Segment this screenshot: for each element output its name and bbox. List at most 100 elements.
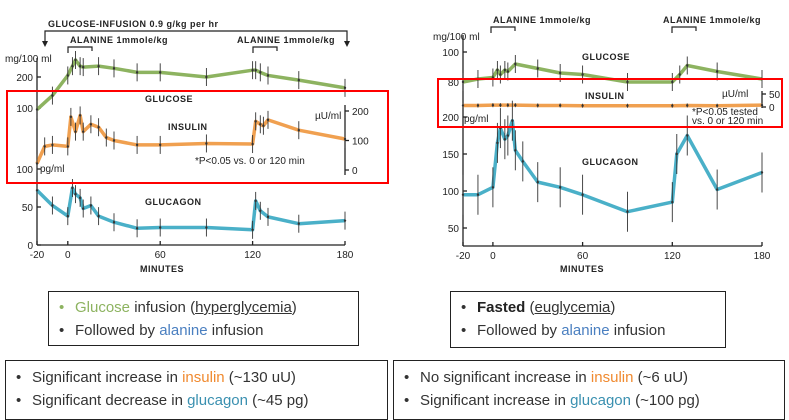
glucose-point	[461, 80, 465, 84]
insulin-point	[205, 142, 208, 145]
insulin-word: insulin	[182, 369, 225, 386]
glucagon-point	[675, 152, 678, 156]
glucose-point	[251, 68, 254, 72]
glucagon-tick-label: 100	[442, 187, 459, 198]
insulin-point	[43, 145, 46, 148]
glucose-point	[82, 65, 85, 69]
insulin-label: INSULIN	[168, 122, 208, 132]
bullet: •	[404, 392, 410, 409]
glucagon-point	[254, 199, 257, 203]
glucose-point	[715, 70, 719, 73]
insulin-point	[135, 143, 139, 147]
list-item: • Glucose infusion (hyperglycemia)	[49, 296, 358, 319]
glucagon-point	[491, 186, 495, 189]
insulin-point	[112, 139, 116, 142]
text: )	[610, 299, 616, 316]
insulin-point	[506, 103, 510, 107]
bullet: •	[16, 392, 22, 409]
alanine-annotation: ALANINE 1mmole/kg	[237, 35, 335, 45]
bullet: •	[461, 322, 467, 339]
alanine-annotation: ALANINE 1mmole/kg	[70, 35, 168, 45]
bullet: •	[59, 322, 65, 339]
x-tick-label: 60	[155, 250, 167, 261]
insulin-point	[671, 104, 674, 107]
x-tick-label: 120	[664, 251, 681, 262]
insulin-point	[262, 124, 265, 127]
glucagon-point	[35, 189, 39, 192]
insulin-point	[35, 162, 39, 165]
x-tick-label: 120	[244, 250, 261, 261]
insulin-point	[254, 120, 257, 123]
insulin-label: INSULIN	[585, 91, 625, 101]
alanine-word: alanine	[561, 322, 610, 339]
insulin-point	[82, 130, 85, 133]
list-item: • Significant increase in glucagon (~100 …	[394, 389, 784, 412]
glucose-point	[536, 67, 539, 70]
significance-note: vs. 0 or 120 min	[692, 116, 763, 127]
glucagon-point	[297, 222, 300, 225]
insulin-line	[463, 103, 763, 108]
list-item: • No significant increase in insulin (~6 …	[394, 366, 784, 389]
glucose-tick-label: 100	[442, 48, 459, 59]
glucagon-point	[760, 171, 764, 174]
text: (~100 pg)	[630, 392, 700, 409]
insulin-point	[536, 104, 539, 107]
insulin-point	[251, 142, 254, 146]
x-axis-label: MINUTES	[560, 264, 604, 274]
insulin-point	[715, 104, 719, 107]
glucose-unit: mg/100 ml	[5, 54, 52, 65]
glucagon-point	[97, 214, 100, 218]
glucose-point	[266, 74, 270, 77]
text: infusion	[207, 322, 264, 339]
alanine-annotation: ALANINE 1mmole/kg	[663, 15, 761, 25]
alanine-bracket	[67, 46, 93, 53]
glucagon-point	[503, 138, 507, 141]
condition-box-left: • Glucose infusion (hyperglycemia) • Follo…	[48, 291, 359, 346]
bullet: •	[461, 299, 467, 316]
insulin-point	[491, 103, 495, 107]
glucagon-point	[135, 227, 139, 230]
glucose-point	[496, 68, 499, 72]
glucagon-point	[82, 207, 85, 210]
insulin-point	[74, 130, 77, 133]
glucose-word: Glucose	[75, 299, 131, 316]
text: Followed by	[75, 322, 160, 339]
glucagon-unit: pg/ml	[464, 114, 488, 125]
x-tick-label: 60	[577, 251, 589, 262]
text: No significant increase in	[420, 369, 591, 386]
list-item: • Followed by alanine infusion	[49, 319, 358, 342]
insulin-point	[266, 118, 270, 122]
glucagon-point	[511, 119, 514, 122]
glucagon-tick-label: 0	[27, 241, 33, 252]
glucose-line	[35, 58, 346, 111]
significance-note: *P<0.05 tested	[692, 107, 758, 118]
insulin-point	[476, 104, 480, 107]
glucose-point	[678, 73, 681, 76]
insulin-point	[69, 115, 73, 119]
glucagon-unit: pg/ml	[40, 164, 64, 175]
glucagon-tick-label: 50	[22, 203, 34, 214]
x-tick-label: 0	[490, 251, 496, 262]
glucagon-point	[266, 215, 270, 219]
hyperglycemia-word: hyperglycemia	[195, 299, 292, 316]
glucagon-point	[715, 188, 719, 191]
glucagon-point	[74, 192, 77, 196]
text: infusion	[609, 322, 666, 339]
glucose-point	[343, 86, 347, 90]
glucagon-point	[476, 193, 480, 196]
glucagon-point	[89, 204, 93, 207]
glucose-point	[66, 74, 70, 77]
glucose-point	[297, 78, 300, 82]
glucose-point	[205, 75, 208, 79]
glucagon-point	[259, 209, 262, 212]
condition-box-right: • Fasted (euglycemia) • Followed by alanin…	[450, 291, 726, 348]
insulin-point	[343, 137, 347, 141]
bullet: •	[16, 369, 22, 386]
insulin-tick-label: 100	[352, 137, 369, 148]
glucose-point	[506, 70, 510, 73]
glucagon-tick-label: 100	[16, 165, 33, 176]
insulin-point	[514, 103, 517, 107]
bullet: •	[404, 369, 410, 386]
insulin-point	[105, 136, 108, 139]
glucagon-point	[536, 180, 539, 184]
